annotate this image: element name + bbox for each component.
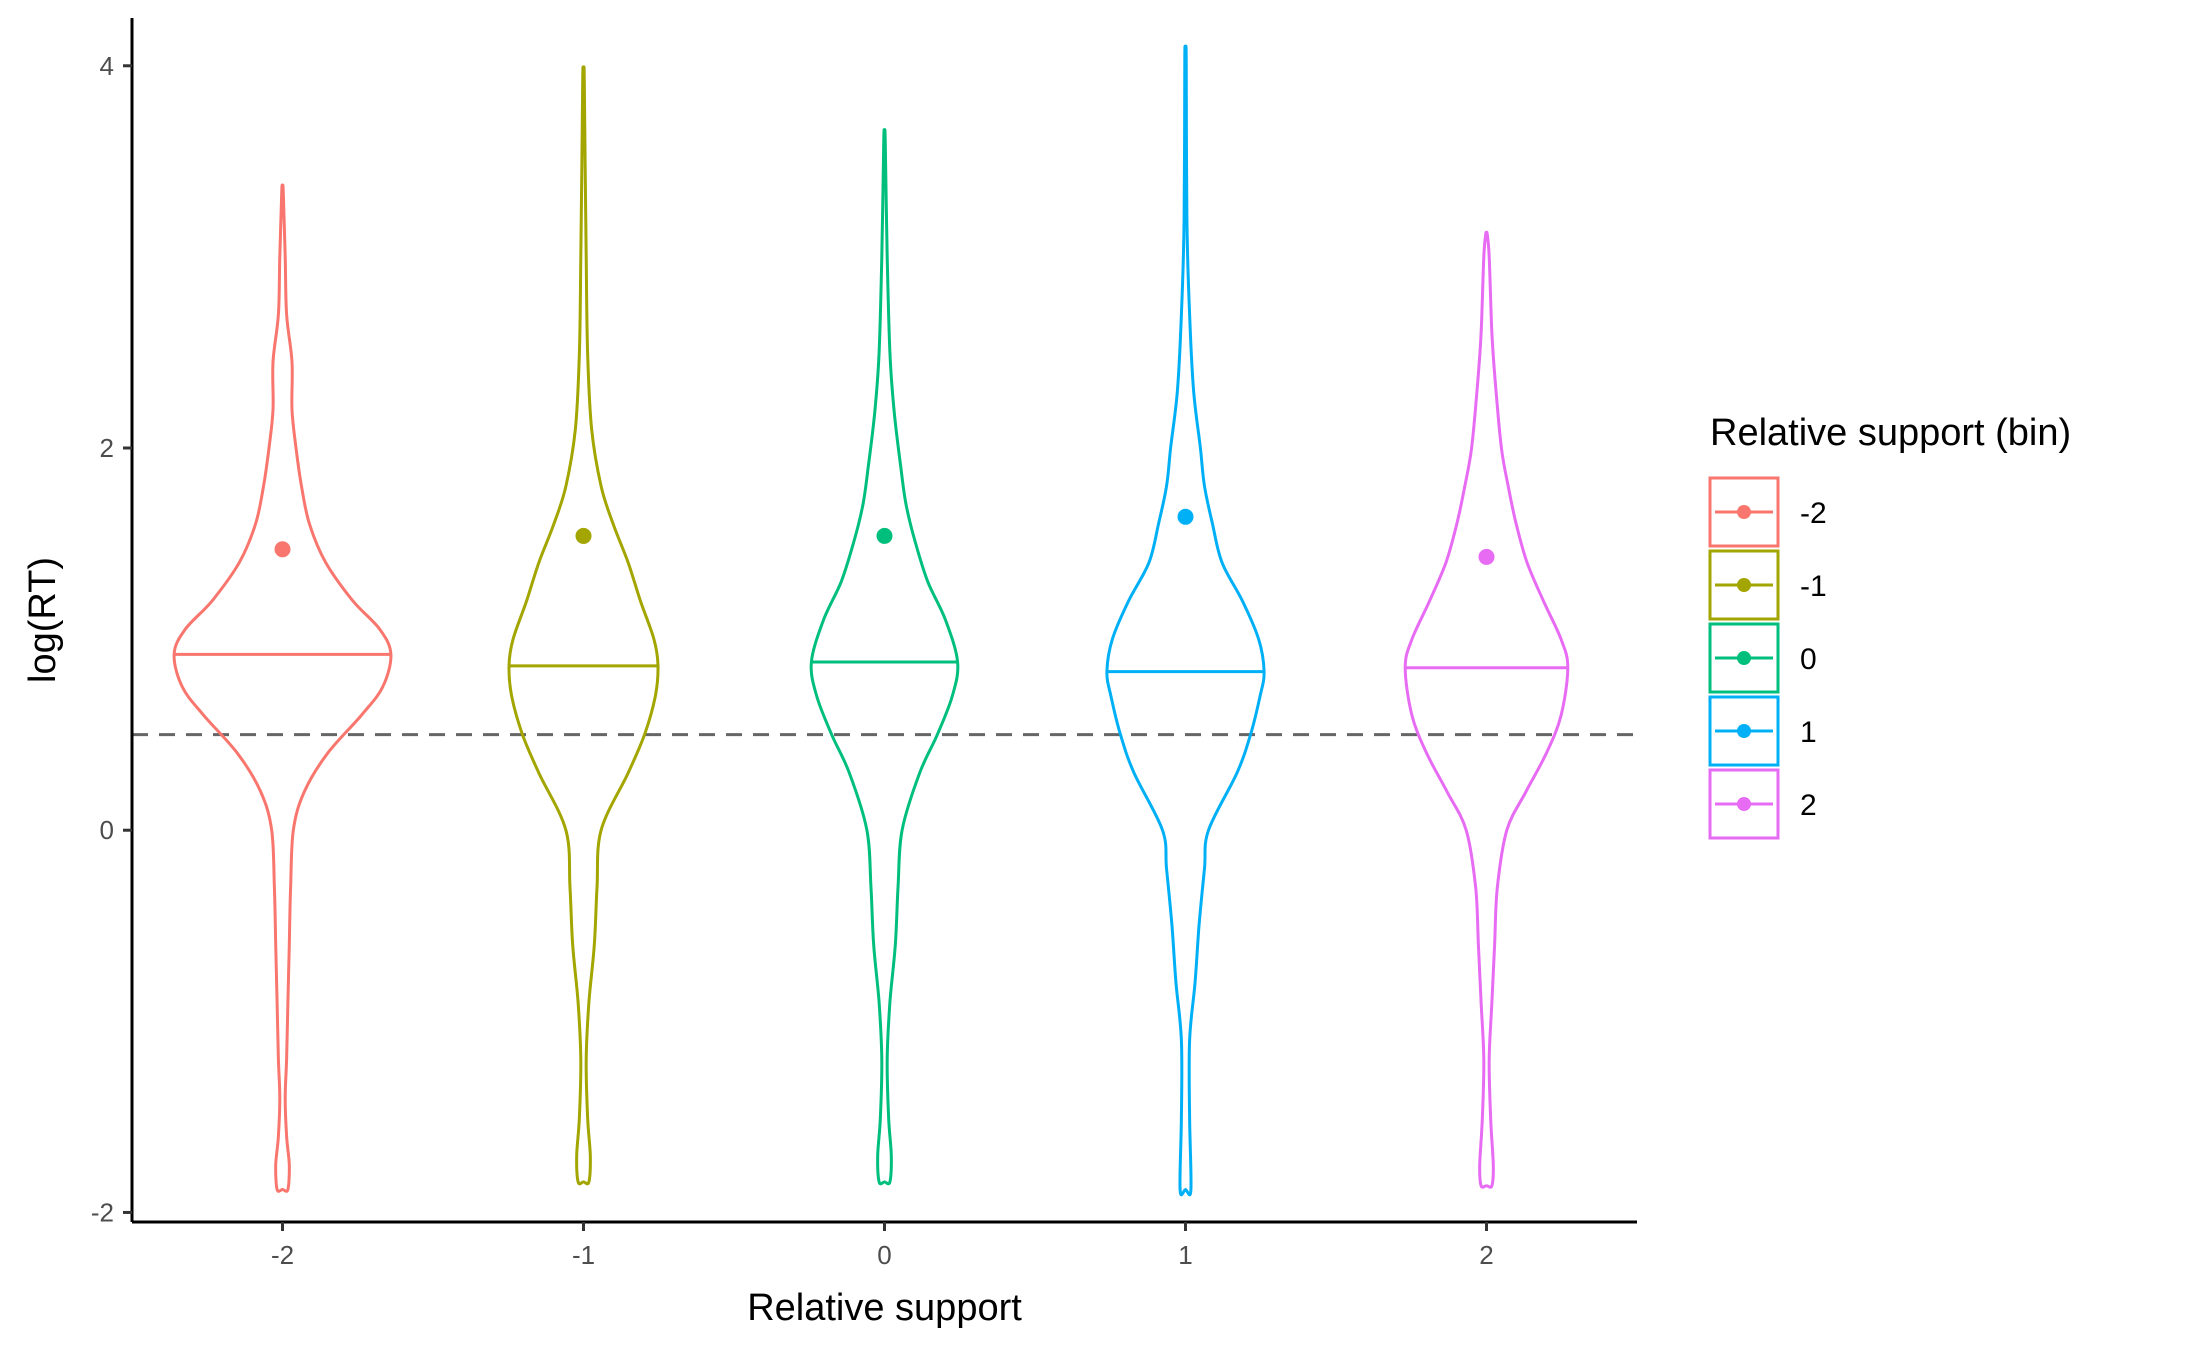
y-axis-title: log(RT) [22,557,64,683]
legend-label: -2 [1800,497,1827,530]
legend-label: 0 [1800,643,1817,676]
mean-point-4 [1177,508,1194,525]
y-tick-label: -2 [91,1197,114,1227]
legend-key-point [1737,651,1751,665]
legend-key-point [1737,505,1751,519]
legend-item-4: 1 [1708,695,1817,767]
x-tick-label: -2 [271,1240,294,1270]
mean-point-3 [876,527,893,544]
legend-item-2: -1 [1708,549,1827,621]
plot-area [132,44,1637,1197]
mean-point-5 [1478,548,1495,565]
violin-3 [809,128,960,1186]
legend-key-point [1737,797,1751,811]
y-tick-label: 4 [100,51,114,81]
x-tick-label: 1 [1178,1240,1192,1270]
legend-item-3: 0 [1708,622,1817,694]
violin-4 [1105,44,1266,1197]
y-tick-label: 0 [100,815,114,845]
legend-title: Relative support (bin) [1710,412,2071,454]
mean-point-1 [274,541,291,558]
axes: -2 0 2 4 -2 -1 0 1 2 Relative support log(RT) [22,18,1637,1329]
y-tick-label: 2 [100,433,114,463]
legend-label: 1 [1800,716,1817,749]
violin-2 [507,65,660,1186]
legend-key-point [1737,724,1751,738]
mean-point-2 [575,527,592,544]
legend-label: -1 [1800,570,1827,603]
x-axis-title: Relative support [747,1287,1022,1329]
legend: Relative support (bin) -2 -1 0 1 2 [1708,412,2071,840]
x-tick-label: -1 [572,1240,595,1270]
legend-item-5: 2 [1708,768,1817,840]
x-tick-label: 0 [877,1240,891,1270]
x-tick-label: 2 [1479,1240,1493,1270]
legend-label: 2 [1800,789,1817,822]
violin-5 [1403,230,1570,1189]
legend-item-1: -2 [1708,476,1827,548]
violin-1 [172,183,393,1193]
legend-key-point [1737,578,1751,592]
